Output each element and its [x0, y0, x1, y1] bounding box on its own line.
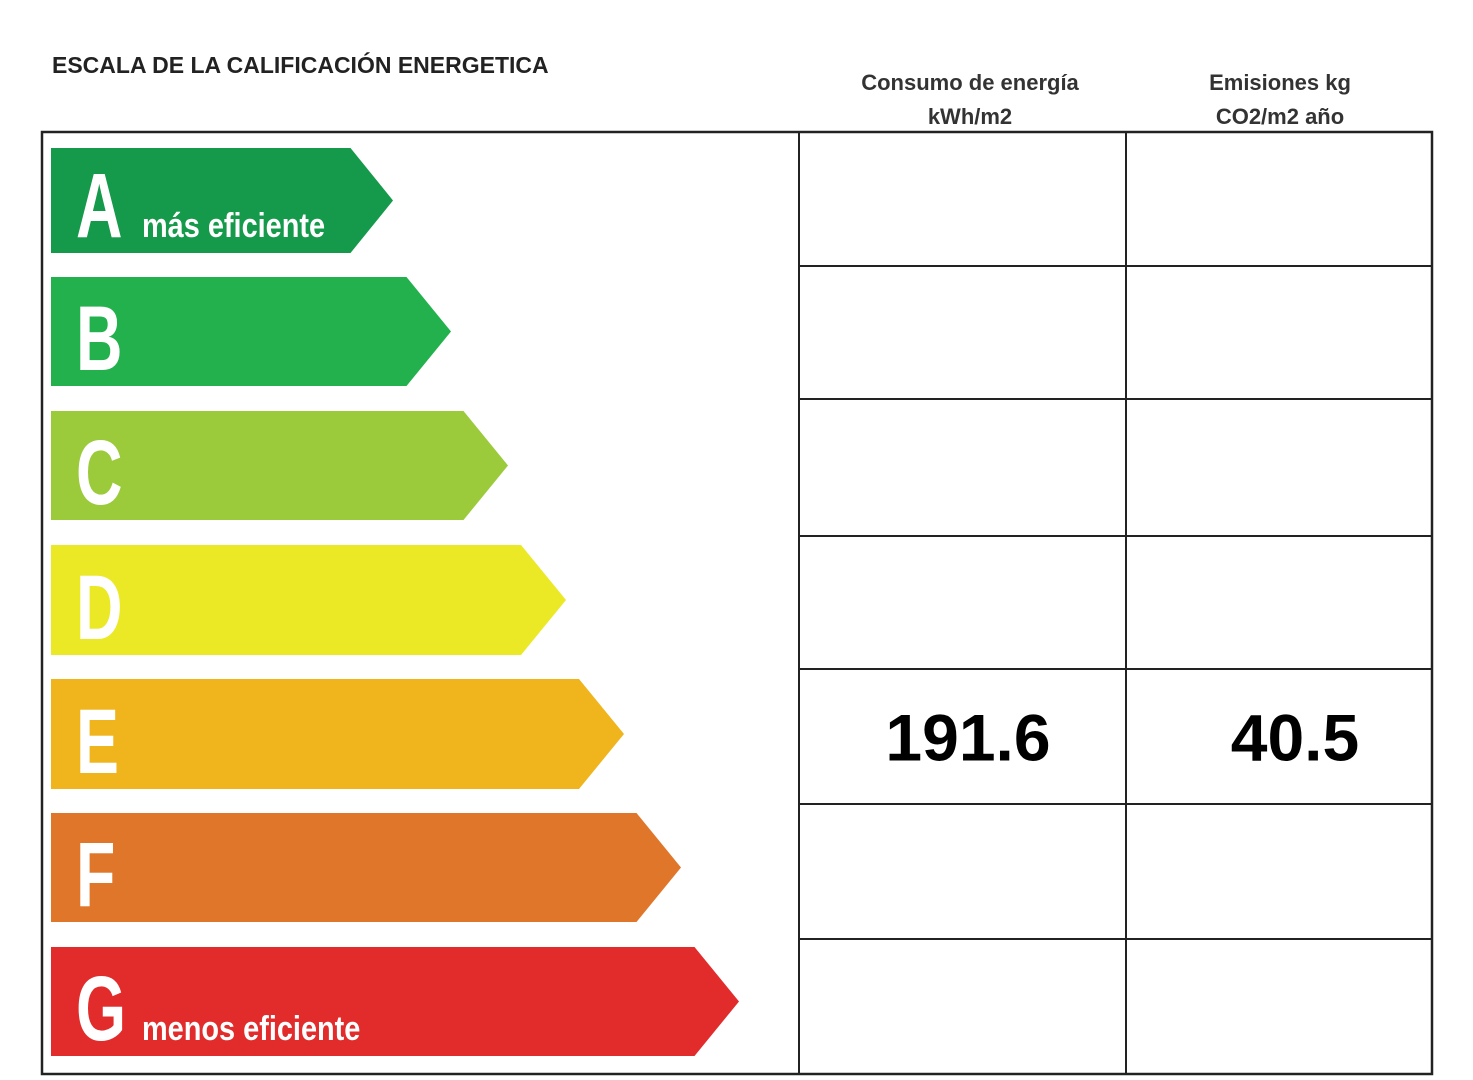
rating-letter: E: [76, 690, 119, 793]
rating-letter: F: [76, 823, 115, 926]
emissions-value: 40.5: [1231, 701, 1359, 775]
frame: [40, 130, 1434, 1076]
consumption-value: 191.6: [885, 701, 1050, 775]
rating-letter: A: [76, 154, 123, 257]
rating-note: menos eficiente: [142, 1009, 360, 1048]
rating-arrow: [51, 813, 681, 922]
rating-arrow: [51, 148, 393, 253]
rating-arrow: [51, 679, 624, 789]
column-header: Emisiones kg CO2/m2 año: [1209, 70, 1351, 129]
rating-note: más eficiente: [142, 206, 325, 245]
rating-arrow: [51, 545, 566, 655]
rating-letter: G: [76, 957, 126, 1060]
title: ESCALA DE LA CALIFICACIÓN ENERGETICA: [52, 52, 549, 78]
rating-letter: B: [76, 287, 123, 390]
rating-arrow: [51, 411, 508, 520]
rating-letter: C: [76, 421, 123, 524]
rating-arrow: [51, 277, 451, 386]
rating-arrow: [51, 947, 739, 1056]
rating-letter: D: [76, 556, 123, 659]
column-header: Consumo de energía kWh/m2: [861, 70, 1079, 129]
